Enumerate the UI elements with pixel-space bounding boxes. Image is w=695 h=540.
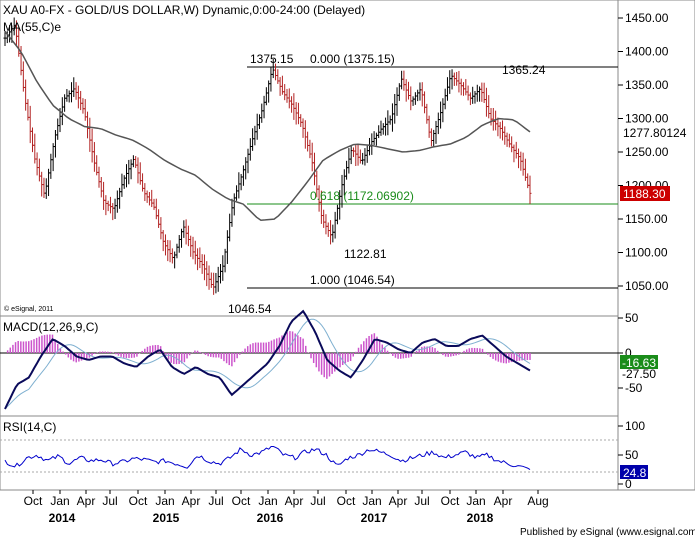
x-month-label: Jan <box>362 494 381 508</box>
x-month-label: Oct <box>24 494 43 508</box>
x-year-label: 2014 <box>49 511 76 525</box>
macd-value-badge <box>620 355 658 369</box>
x-month-label: Apr <box>285 494 304 508</box>
last-price-label: 1188.30 <box>623 187 666 201</box>
x-month-label: Jan <box>50 494 69 508</box>
macd-value-label: -16.63 <box>622 356 656 370</box>
fib-label-0: 0.000 (1375.15) <box>310 52 395 66</box>
fib-label-618: 0.618 (1172.06902) <box>310 189 414 203</box>
copyright: © eSignal, 2011 <box>4 305 54 313</box>
macd-y-axis: 50 0 -50 <box>618 311 643 395</box>
price-y-tick-label: 1150.00 <box>625 212 668 226</box>
price-y-tick-label: 1450.00 <box>625 11 669 25</box>
rsi-y-tick-label: 0 <box>625 477 632 491</box>
ma-price-label: 1277.80124 <box>623 126 687 140</box>
chart-title: XAU A0-FX - GOLD/US DOLLAR,W) Dynamic,0:… <box>3 3 365 17</box>
rsi-y-tick-label: 100 <box>625 419 645 433</box>
x-year-label: 2018 <box>467 511 494 525</box>
x-month-label: Jul <box>310 494 325 508</box>
macd-title: MACD(12,26,9,C) <box>3 320 98 334</box>
macd-y-tick-label: -50 <box>625 381 643 395</box>
macd-y-tick-label: 50 <box>625 311 639 325</box>
price-y-tick-label: 1050.00 <box>625 279 669 293</box>
macd-signal-label: -27.50 <box>622 367 656 381</box>
rsi-line <box>4 446 531 471</box>
x-month-label: Oct <box>129 494 148 508</box>
rsi-y-axis: 100 50 0 <box>618 419 645 491</box>
last-price-badge <box>620 186 670 201</box>
x-year-label: 2015 <box>153 511 180 525</box>
rsi-y-tick-label: 50 <box>625 448 639 462</box>
ma-price-badge <box>620 125 693 140</box>
x-month-label: Apr <box>77 494 96 508</box>
x-month-label: Apr <box>389 494 408 508</box>
x-month-label: Apr <box>494 494 513 508</box>
macd-histogram <box>6 331 531 379</box>
x-month-label: Jan <box>155 494 174 508</box>
axis-strip <box>617 0 695 491</box>
price-y-axis: 1450.001400.001350.001300.001250.001200.… <box>618 11 669 293</box>
price-y-tick-label: 1250.00 <box>625 145 669 159</box>
x-month-label: Jan <box>258 494 277 508</box>
x-month-label: Jul <box>208 494 223 508</box>
rsi-value-badge <box>620 465 648 479</box>
annotation-1122: 1122.81 <box>344 247 387 261</box>
x-month-label: Apr <box>182 494 201 508</box>
annotation-1365: 1365.24 <box>502 63 546 77</box>
price-panel <box>0 0 619 317</box>
price-y-tick-label: 1100.00 <box>625 246 668 260</box>
fib-label-1000: 1.000 (1046.54) <box>310 273 395 287</box>
x-month-label: Aug <box>527 494 548 508</box>
price-y-tick-label: 1400.00 <box>625 45 669 59</box>
footer-published: Published by eSignal (www.esignal.com) <box>520 527 695 538</box>
x-month-label: Oct <box>337 494 356 508</box>
rsi-value-label: 24.8 <box>623 466 647 480</box>
annotation-1375: 1375.15 <box>250 52 294 66</box>
x-year-label: 2016 <box>257 511 284 525</box>
macd-panel <box>0 315 619 417</box>
price-bars <box>3 17 532 295</box>
ma-line <box>4 30 531 221</box>
x-month-label: Jul <box>414 494 429 508</box>
x-axis: Oct Jan Apr Jul Oct Jan Apr Jul Oct Jan Apr Jul Oct J… <box>24 490 549 525</box>
x-year-label: 2017 <box>361 511 388 525</box>
rsi-title: RSI(14,C) <box>3 420 56 434</box>
macd-y-tick-label: 0 <box>625 346 632 360</box>
ma-indicator-label: MA(55,C)e <box>3 20 61 34</box>
price-y-tick-label: 1300.00 <box>625 112 669 126</box>
annotation-1046: 1046.54 <box>228 302 272 316</box>
x-month-label: Oct <box>441 494 460 508</box>
x-month-label: Oct <box>232 494 251 508</box>
x-month-label: Jul <box>102 494 117 508</box>
macd-signal-line <box>4 318 531 410</box>
macd-line <box>4 309 531 410</box>
price-y-tick-label: 1350.00 <box>625 78 669 92</box>
x-month-label: Jan <box>466 494 485 508</box>
